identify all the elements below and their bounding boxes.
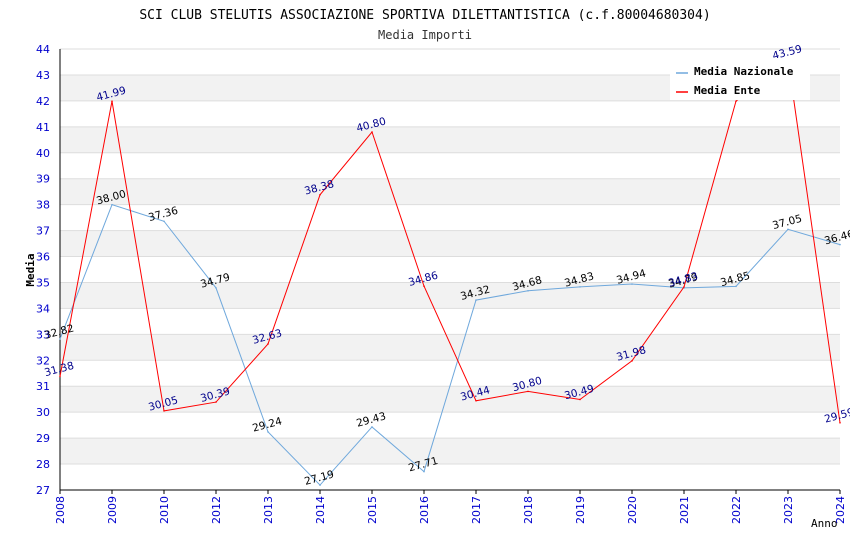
data-point-media-nazionale [423, 470, 425, 473]
grid-band [60, 334, 840, 361]
legend-label-media-nazionale: Media Nazionale [694, 65, 794, 78]
data-point-media-nazionale [787, 228, 789, 231]
x-tick-label: 2013 [262, 496, 275, 524]
y-tick-label: 36 [36, 251, 50, 264]
x-tick-label: 2022 [730, 496, 743, 524]
legend: Media Nazionale Media Ente [670, 58, 810, 100]
y-tick-label: 27 [36, 484, 50, 497]
x-tick-label: 2023 [782, 496, 795, 524]
y-tick-label: 42 [36, 95, 50, 108]
data-point-media-ente [527, 390, 529, 393]
x-tick-label: 2008 [54, 496, 67, 524]
x-tick-label: 2020 [626, 496, 639, 524]
y-tick-label: 35 [36, 276, 50, 289]
x-tick-label: 2014 [314, 496, 327, 524]
y-tick-label: 31 [36, 380, 50, 393]
data-point-media-nazionale [371, 426, 373, 428]
data-point-media-nazionale [163, 220, 165, 223]
data-point-media-ente [163, 410, 165, 412]
series-line-media-ente [59, 58, 841, 423]
y-tick-label: 39 [36, 173, 50, 186]
data-point-media-ente [371, 131, 373, 133]
x-axis-label: Anno [811, 517, 838, 530]
data-point-media-nazionale [319, 484, 321, 486]
y-tick-label: 37 [36, 225, 50, 238]
y-tick-label: 40 [36, 147, 50, 160]
data-point-media-nazionale [579, 286, 581, 288]
grid-band [60, 178, 840, 205]
data-point-media-nazionale [475, 299, 477, 301]
y-tick-label: 38 [36, 199, 50, 212]
y-tick-label: 33 [36, 328, 50, 341]
y-tick-label: 41 [36, 121, 50, 134]
y-tick-label: 29 [36, 432, 50, 445]
grid-band [60, 126, 840, 153]
legend-label-media-ente: Media Ente [694, 84, 761, 97]
data-point-media-ente [319, 193, 321, 196]
data-point-media-nazionale [111, 203, 113, 206]
data-point-media-nazionale [631, 283, 633, 285]
data-point-media-ente [423, 285, 425, 287]
x-tick-label: 2017 [470, 496, 483, 524]
data-labels: 32.8238.0037.3634.7929.2427.1929.4327.71… [43, 43, 850, 488]
data-point-media-ente [215, 401, 217, 403]
x-tick-label: 2009 [106, 496, 119, 524]
x-tick-label: 2015 [366, 496, 379, 524]
y-tick-label: 43 [36, 69, 50, 82]
x-tick-label: 2018 [522, 496, 535, 524]
y-axis-label: Media [24, 253, 37, 286]
data-point-media-nazionale [267, 431, 269, 433]
data-point-media-ente [683, 286, 685, 288]
grid-lines [60, 48, 840, 491]
grid-band [60, 438, 840, 465]
x-tick-label: 2021 [678, 496, 691, 524]
data-point-media-ente [59, 375, 61, 378]
data-point-media-ente [839, 422, 841, 424]
grid-band [60, 386, 840, 413]
grid-band [60, 230, 840, 257]
y-tick-label: 32 [36, 354, 50, 367]
x-tick-label: 2016 [418, 496, 431, 524]
x-tick-label: 2012 [210, 496, 223, 524]
legend-box [670, 58, 810, 100]
series-lines [59, 58, 841, 486]
data-point-media-nazionale [735, 285, 737, 288]
x-tick-label: 2019 [574, 496, 587, 524]
series-line-media-nazionale [59, 204, 841, 486]
data-point-media-ente [579, 398, 581, 401]
data-point-media-nazionale [527, 289, 529, 292]
y-tick-labels: 27 28 29 30 31 32 33 34 35 36 37 38 39 40 41 42 43 44 [36, 43, 50, 497]
y-tick-label: 28 [36, 458, 50, 471]
data-point-media-ente [267, 343, 269, 345]
x-tick-labels: 2008 2009 2010 2012 2013 2014 2015 2016 2017 2018… [54, 490, 847, 524]
data-point-media-ente [475, 399, 477, 402]
x-tick-label: 2024 [834, 496, 847, 524]
data-point-media-nazionale [59, 338, 61, 340]
y-tick-label: 34 [36, 302, 50, 315]
y-tick-label: 44 [36, 43, 50, 56]
data-point-media-nazionale [215, 287, 217, 289]
data-point-media-ente [631, 360, 633, 362]
chart-title: SCI CLUB STELUTIS ASSOCIAZIONE SPORTIVA … [139, 8, 710, 23]
y-tick-label: 30 [36, 406, 50, 419]
chart-subtitle: Media Importi [378, 28, 472, 42]
x-tick-label: 2010 [158, 496, 171, 524]
data-point-media-ente [735, 100, 737, 102]
data-point-media-nazionale [839, 243, 841, 246]
data-point-media-ente [111, 100, 113, 102]
